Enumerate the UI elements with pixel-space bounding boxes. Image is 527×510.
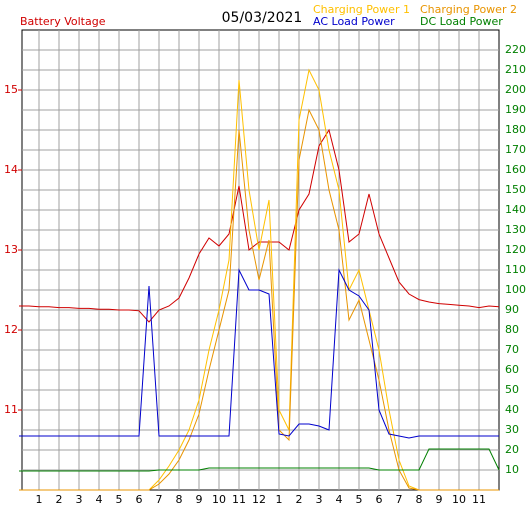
y2-tick-label: 20 <box>505 443 519 456</box>
x-tick-label: 5 <box>356 493 363 506</box>
y2-tick-label: 70 <box>505 343 519 356</box>
y-axis-title: Battery Voltage <box>20 15 106 28</box>
y-tick-label: 12 <box>4 323 18 336</box>
legend-label: DC Load Power <box>420 15 503 28</box>
x-tick-label: 6 <box>376 493 383 506</box>
x-tick-label: 11 <box>472 493 486 506</box>
y2-tick-label: 220 <box>505 43 526 56</box>
x-tick-label: 1 <box>276 493 283 506</box>
y-tick-label: 14 <box>4 163 18 176</box>
y2-tick-label: 170 <box>505 143 526 156</box>
y2-tick-label: 50 <box>505 383 519 396</box>
y2-tick-label: 100 <box>505 283 526 296</box>
x-tick-label: 4 <box>96 493 103 506</box>
y-tick-label: 13 <box>4 243 18 256</box>
x-tick-label: 10 <box>212 493 226 506</box>
y2-tick-label: 130 <box>505 223 526 236</box>
x-tick-label: 7 <box>396 493 403 506</box>
x-tick-label: 11 <box>232 493 246 506</box>
y2-tick-label: 180 <box>505 123 526 136</box>
x-tick-label: 8 <box>416 493 423 506</box>
legend-label: Charging Power 1 <box>313 3 410 16</box>
y2-tick-label: 200 <box>505 83 526 96</box>
y2-tick-label: 80 <box>505 323 519 336</box>
legend-label: Charging Power 2 <box>420 3 517 16</box>
chart-title: 05/03/2021 <box>222 10 303 26</box>
y-tick-label: 11 <box>4 403 18 416</box>
x-tick-label: 7 <box>156 493 163 506</box>
y2-tick-label: 160 <box>505 163 526 176</box>
x-tick-label: 10 <box>452 493 466 506</box>
x-tick-label: 6 <box>136 493 143 506</box>
y2-tick-label: 90 <box>505 303 519 316</box>
x-tick-label: 5 <box>116 493 123 506</box>
y2-tick-label: 190 <box>505 103 526 116</box>
y2-tick-label: 10 <box>505 463 519 476</box>
series-line <box>19 128 500 323</box>
y-tick-label: 15 <box>4 83 18 96</box>
x-tick-label: 9 <box>436 493 443 506</box>
x-tick-label: 8 <box>176 493 183 506</box>
x-tick-label: 2 <box>56 493 63 506</box>
plot-frame <box>21 29 500 491</box>
series-line <box>19 108 499 491</box>
y2-tick-label: 210 <box>505 63 526 76</box>
x-tick-label: 3 <box>316 493 323 506</box>
x-tick-label: 9 <box>196 493 203 506</box>
x-tick-label: 4 <box>336 493 343 506</box>
y2-tick-label: 110 <box>505 263 526 276</box>
y2-tick-label: 40 <box>505 403 519 416</box>
x-tick-label: 3 <box>76 493 83 506</box>
series-line <box>19 448 500 472</box>
y2-tick-label: 140 <box>505 203 526 216</box>
y2-tick-label: 150 <box>505 183 526 196</box>
legend-label: AC Load Power <box>313 15 395 28</box>
x-tick-label: 12 <box>252 493 266 506</box>
y2-tick-label: 120 <box>505 243 526 256</box>
x-tick-label: 1 <box>36 493 43 506</box>
y2-tick-label: 30 <box>505 423 519 436</box>
x-tick-label: 2 <box>296 493 303 506</box>
y2-tick-label: 60 <box>505 363 519 376</box>
series-line <box>19 268 499 439</box>
